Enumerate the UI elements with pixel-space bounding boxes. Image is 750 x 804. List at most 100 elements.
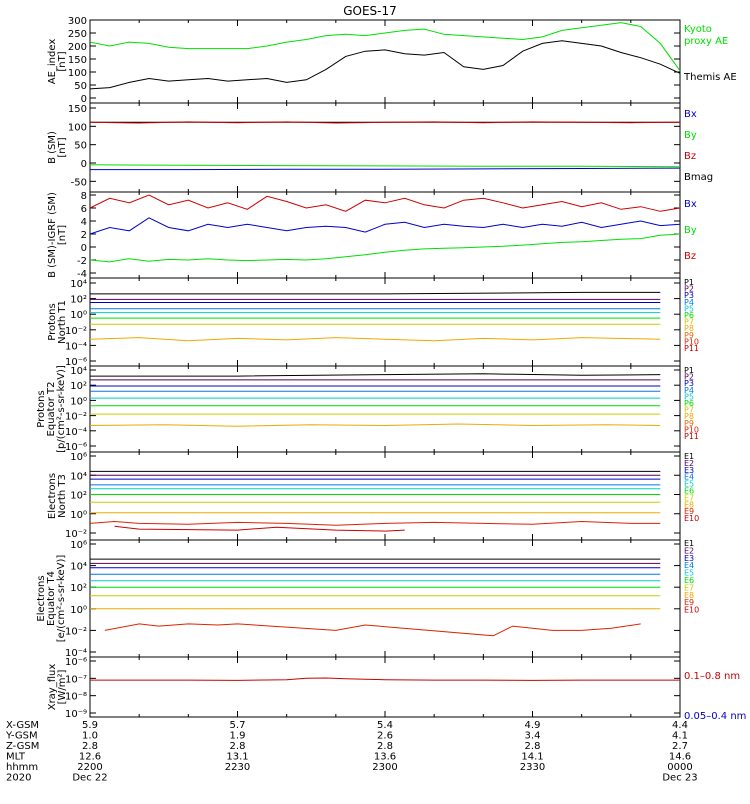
x-row-label: MLT (6, 752, 26, 763)
x-row-value: 14.6 (669, 752, 691, 763)
series-p8 (89, 423, 661, 427)
legend-entry: By (684, 225, 697, 236)
series-bz (89, 194, 681, 212)
y-tick-label: 10⁻⁴ (65, 427, 87, 438)
x-row-value: 12.6 (79, 752, 101, 763)
legend-entry: E3 (684, 466, 694, 475)
y-axis-label: Xray_flux (47, 664, 58, 711)
legend-entry: Kyoto (684, 24, 712, 35)
legend-entry: P5 (684, 392, 694, 401)
legend-entry: E4 (684, 473, 694, 482)
y-tick-label: 10⁴ (70, 562, 87, 573)
y-tick-label: 10⁴ (70, 366, 87, 377)
legend-entry: P2 (684, 373, 694, 382)
y-axis-label: [nT] (57, 137, 68, 157)
y-tick-label: 10⁴ (70, 279, 87, 290)
x-row-value: 5.7 (230, 720, 246, 731)
legend-entry: Bx (684, 199, 697, 210)
x-axis-ephemeris: X-GSM 5.9 5.7 5.4 4.9 4.4 Y-GSM 1.0 1.9 2.6 3.4 4.1… (5, 720, 698, 784)
y-tick-label: 10⁰ (70, 510, 87, 521)
legend-entry: P8 (684, 412, 694, 421)
legend-entry: P11 (684, 344, 699, 353)
x-row-value: 4.4 (672, 720, 688, 731)
y-tick-label: 200 (68, 42, 87, 53)
series-by (89, 164, 681, 168)
y-tick-label: 150 (68, 55, 87, 66)
y-tick-label: 10⁻⁶ (65, 657, 87, 668)
y-axis-label: AE_index (47, 39, 58, 85)
legend-entry: E2 (684, 459, 694, 468)
y-tick-label: 10⁻⁴ (65, 648, 87, 659)
legend-entry: E9 (684, 598, 694, 607)
y-axis-label: Protons (47, 303, 58, 340)
legend-entry: P8 (684, 324, 694, 333)
y-axis-label: Equator T4 (46, 571, 57, 626)
legend-entry: P1 (684, 366, 694, 375)
legend-entry: P5 (684, 304, 694, 313)
y-tick-label: -50 (71, 177, 87, 188)
panel-protons-t2: 10⁻⁶ 10⁻⁴ 10⁻² 10⁰ 10² 10⁴ Protons Equator T2 [p… (36, 365, 699, 453)
panel-frame (89, 656, 681, 718)
y-axis-label: B (SM) (47, 131, 58, 164)
legend-entry: E1 (684, 539, 694, 548)
y-tick-label: 0 (81, 243, 87, 254)
legend-entry: Bx (684, 109, 697, 120)
series-e10 (114, 525, 405, 532)
legend-entry: P7 (684, 406, 694, 415)
legend-entry: E3 (684, 554, 694, 563)
panel-protons-t1: 10⁻⁶ 10⁻⁴ 10⁻² 10⁰ 10² 10⁴ Protons North T1 P1P2… (47, 277, 699, 368)
legend-entry: E6 (684, 576, 694, 585)
y-tick-label: 10⁻² (65, 529, 87, 540)
y-axis-label: [W/m²] (57, 669, 68, 704)
series-p8 (89, 337, 661, 342)
panel-ae: 0 50 100 150 200 250 300 AE_index [nT] Kyotoproxy… (47, 16, 737, 105)
legend-entry: proxy AE (684, 36, 728, 47)
series-e9 (104, 623, 641, 637)
legend-entry: P4 (684, 298, 694, 307)
x-row-value: Dec 23 (662, 773, 697, 784)
series-themis-ae (89, 40, 681, 90)
y-tick-label: 0 (81, 159, 87, 170)
y-axis-label: [p/(cm²-s-sr-keV)] (56, 365, 67, 453)
series-bx (90, 167, 681, 171)
y-tick-label: 10⁻⁷ (65, 674, 87, 685)
legend-entry: E5 (684, 480, 694, 489)
y-tick-label: 10⁴ (70, 471, 87, 482)
y-tick-label: 100 (68, 122, 87, 133)
y-tick-label: -4 (77, 269, 87, 280)
legend-entry: E2 (684, 546, 694, 555)
y-tick-label: 0 (81, 94, 87, 105)
y-tick-label: 10² (70, 295, 87, 306)
x-row-value: 3.4 (525, 731, 541, 742)
y-axis-label: B (SM)-IGRF (SM) (47, 192, 58, 278)
legend-entry: E4 (684, 561, 694, 570)
y-tick-label: 10⁶ (70, 540, 87, 551)
legend-entry: E1 (684, 452, 694, 461)
y-tick-label: 4 (81, 217, 87, 228)
legend-entry: P6 (684, 399, 694, 408)
series-bx (89, 217, 681, 235)
legend-entry: E7 (684, 583, 694, 592)
y-tick-label: 300 (68, 16, 87, 27)
legend-entry: E5 (684, 569, 694, 578)
x-row-value: 2.8 (230, 741, 246, 752)
y-axis-label: [nT] (57, 225, 68, 245)
x-row-label: 2020 (6, 773, 31, 784)
x-row-value: 2.6 (377, 731, 393, 742)
y-tick-label: 10⁻⁸ (65, 692, 87, 703)
x-row-value: 2.8 (377, 741, 393, 752)
legend-entry: P9 (684, 419, 694, 428)
legend-entry: Bz (684, 151, 696, 162)
panel-frame (89, 539, 681, 658)
y-tick-label: 10⁻² (65, 626, 87, 637)
y-axis-label: [e/(cm²-s-sr-keV)] (56, 555, 67, 643)
y-tick-label: 10⁰ (70, 310, 87, 321)
y-tick-label: 10⁻² (65, 326, 87, 337)
legend-entry: P3 (684, 379, 694, 388)
y-tick-label: 10⁻⁴ (65, 341, 87, 352)
legend-entry: E7 (684, 493, 694, 502)
legend-entry: Themis AE (683, 72, 737, 83)
y-tick-label: 50 (74, 141, 87, 152)
legend-entry: E8 (684, 591, 694, 600)
y-tick-label: 10⁻⁹ (65, 709, 87, 720)
